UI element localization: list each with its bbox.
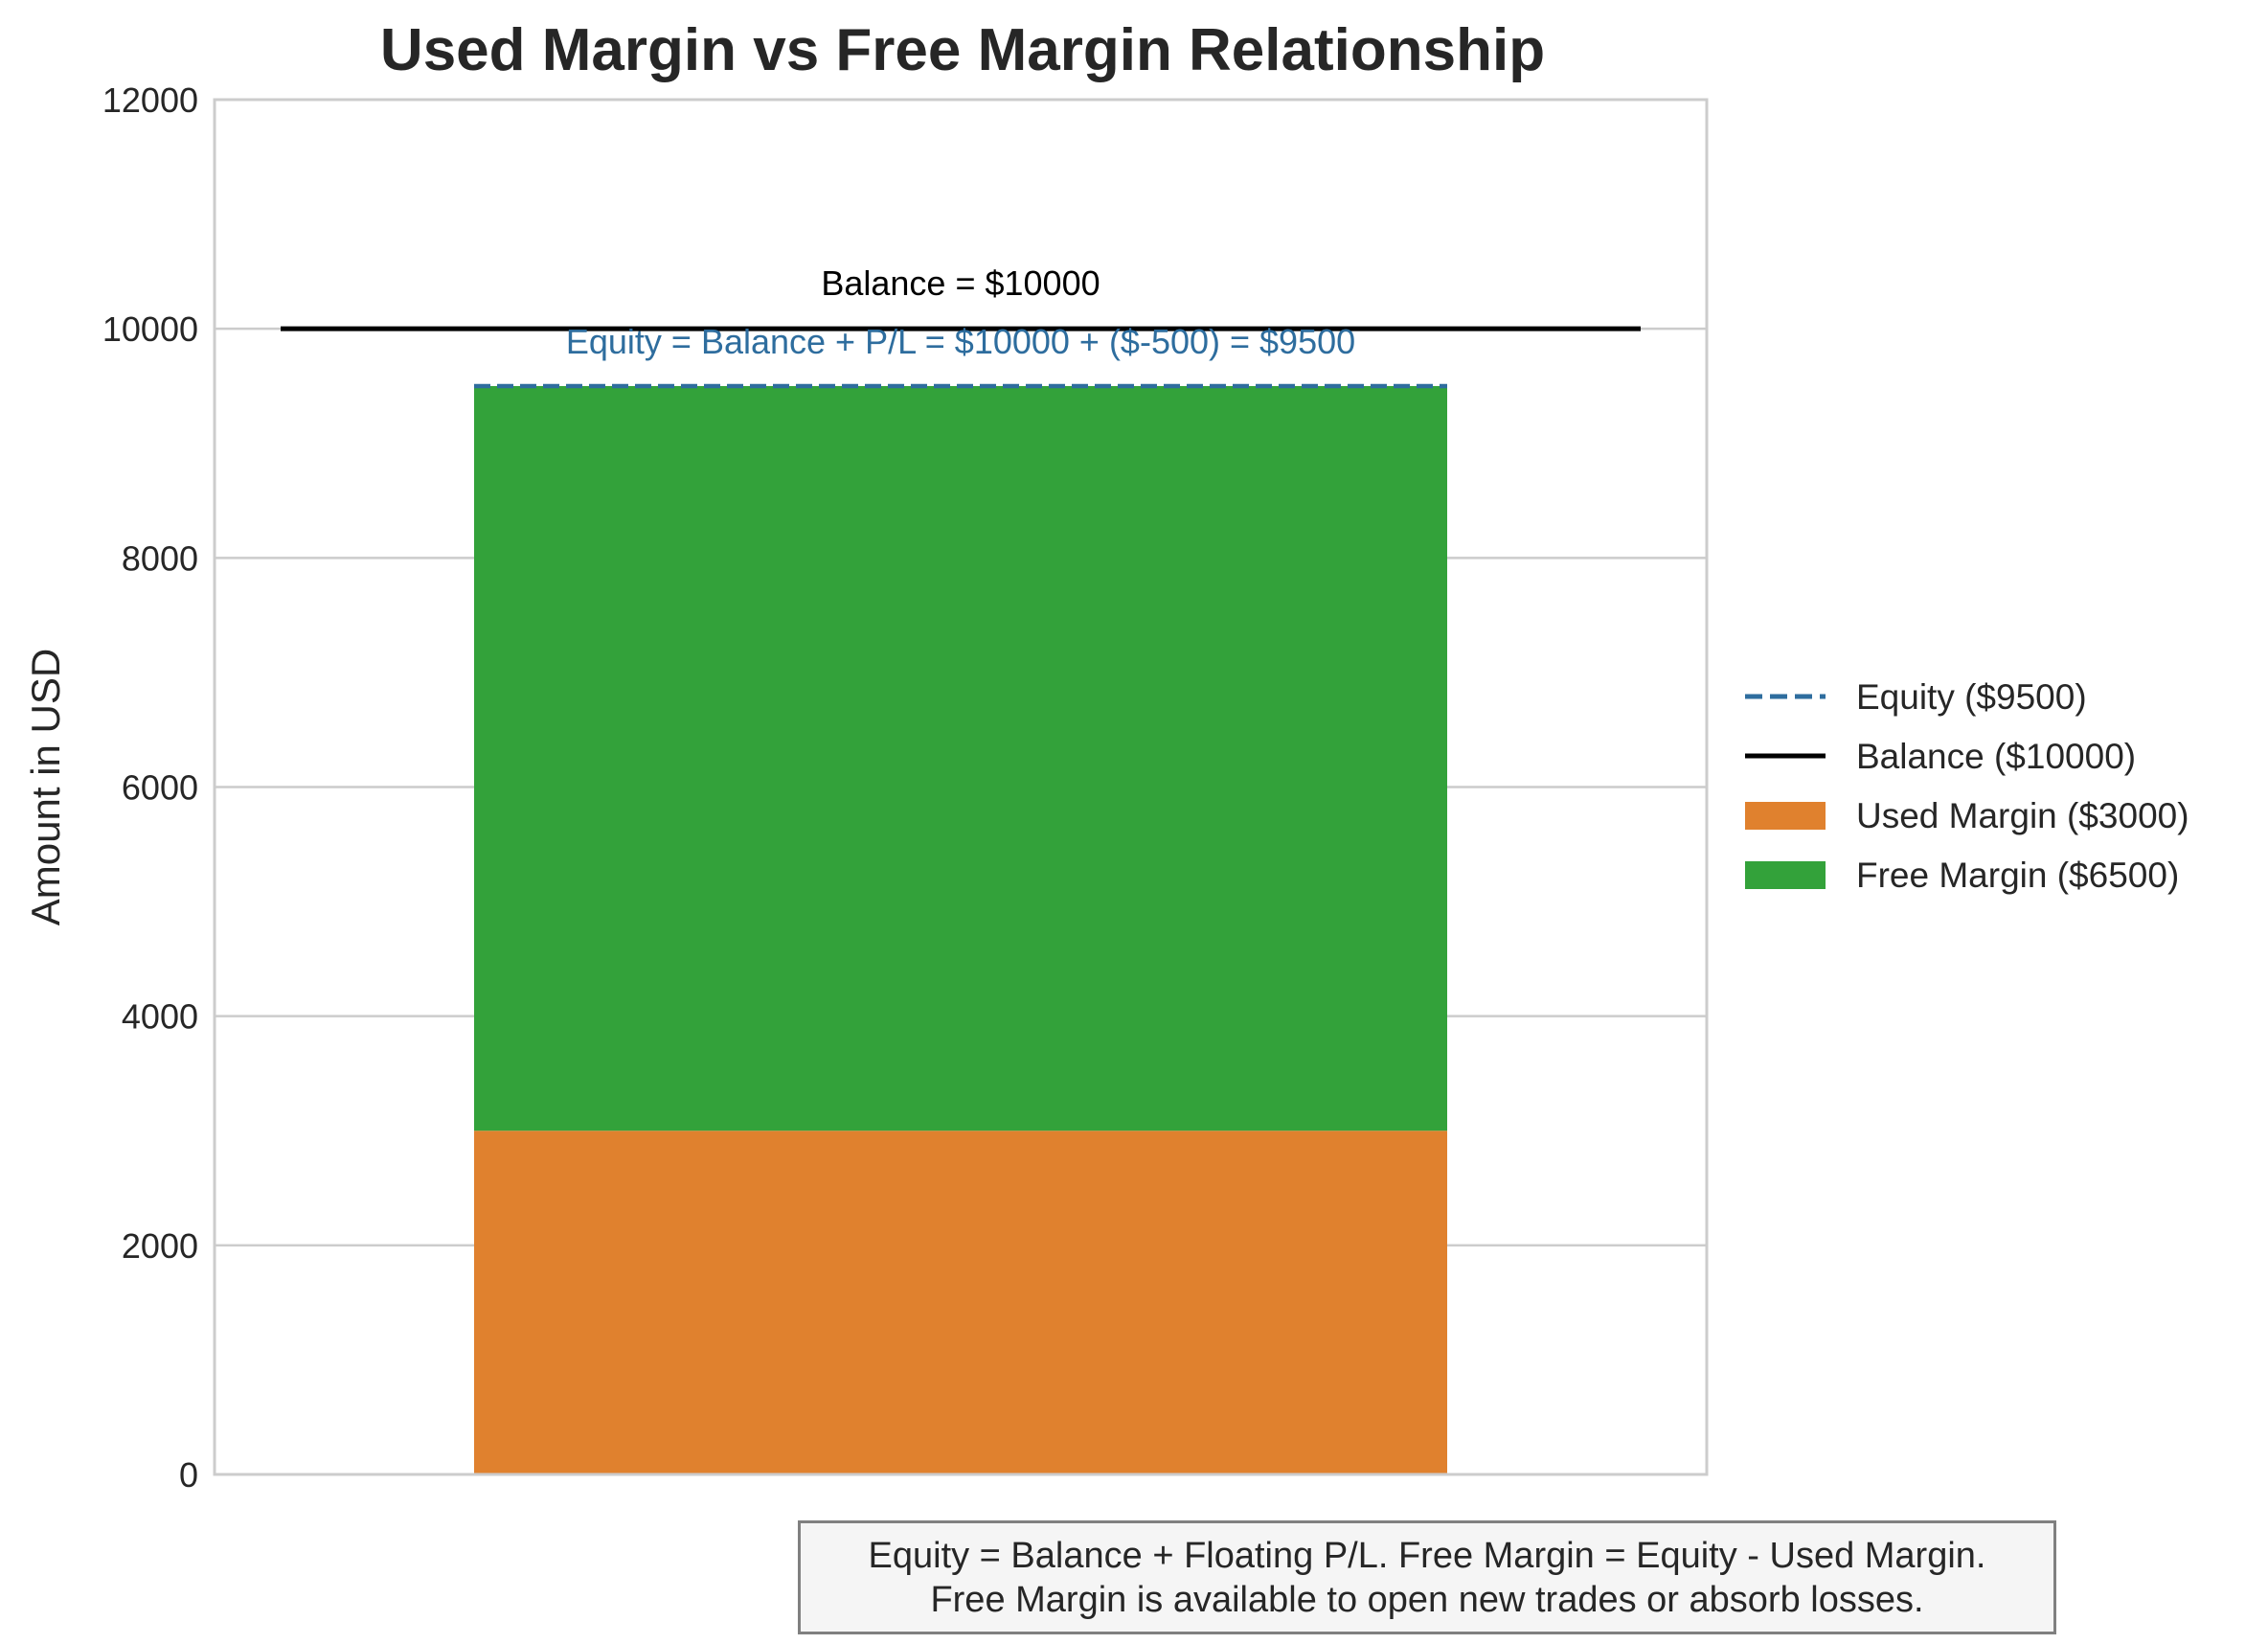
bar-segment-used-margin <box>474 1130 1447 1474</box>
legend-label: Free Margin ($6500) <box>1856 856 2179 895</box>
balance-annotation: Balance = $10000 <box>821 263 1100 303</box>
chart-title: Used Margin vs Free Margin Relationship <box>380 17 1545 83</box>
formula-note-line-2: Free Margin is available to open new tra… <box>930 1579 1924 1620</box>
y-tick-label: 2000 <box>122 1226 198 1266</box>
legend-label: Used Margin ($3000) <box>1856 796 2189 835</box>
legend-label: Balance ($10000) <box>1856 737 2136 776</box>
y-tick-label: 12000 <box>102 80 198 120</box>
legend-item-used-margin: Used Margin ($3000) <box>1745 796 2189 835</box>
line-annotations: Equity = Balance + P/L = $10000 + ($-500… <box>566 263 1355 361</box>
plot-frame <box>213 98 1709 1476</box>
legend-item-balance: Balance ($10000) <box>1745 737 2136 776</box>
y-axis-label: Amount in USD <box>23 649 68 925</box>
y-tick-labels: 0 2000 4000 6000 8000 10000 12000 <box>102 80 198 1495</box>
formula-note-box: Equity = Balance + Floating P/L. Free Ma… <box>798 1520 2056 1634</box>
y-tick-label: 0 <box>179 1455 198 1495</box>
stacked-bar <box>474 385 1447 1474</box>
y-tick-label: 6000 <box>122 768 198 808</box>
y-tick-label: 8000 <box>122 538 198 578</box>
bar-segment-free-margin <box>474 385 1447 1131</box>
legend-swatch <box>1745 802 1826 830</box>
legend-label: Equity ($9500) <box>1856 677 2087 717</box>
y-tick-label: 4000 <box>122 997 198 1037</box>
reference-lines <box>281 326 1641 389</box>
legend-swatch <box>1745 861 1826 889</box>
legend: Equity ($9500) Balance ($10000) Used Margi… <box>1745 677 2189 895</box>
legend-item-equity: Equity ($9500) <box>1745 677 2087 717</box>
y-tick-label: 10000 <box>102 309 198 349</box>
equity-annotation: Equity = Balance + P/L = $10000 + ($-500… <box>566 322 1355 361</box>
legend-item-free-margin: Free Margin ($6500) <box>1745 856 2179 895</box>
formula-note-line-1: Equity = Balance + Floating P/L. Free Ma… <box>868 1535 1986 1576</box>
